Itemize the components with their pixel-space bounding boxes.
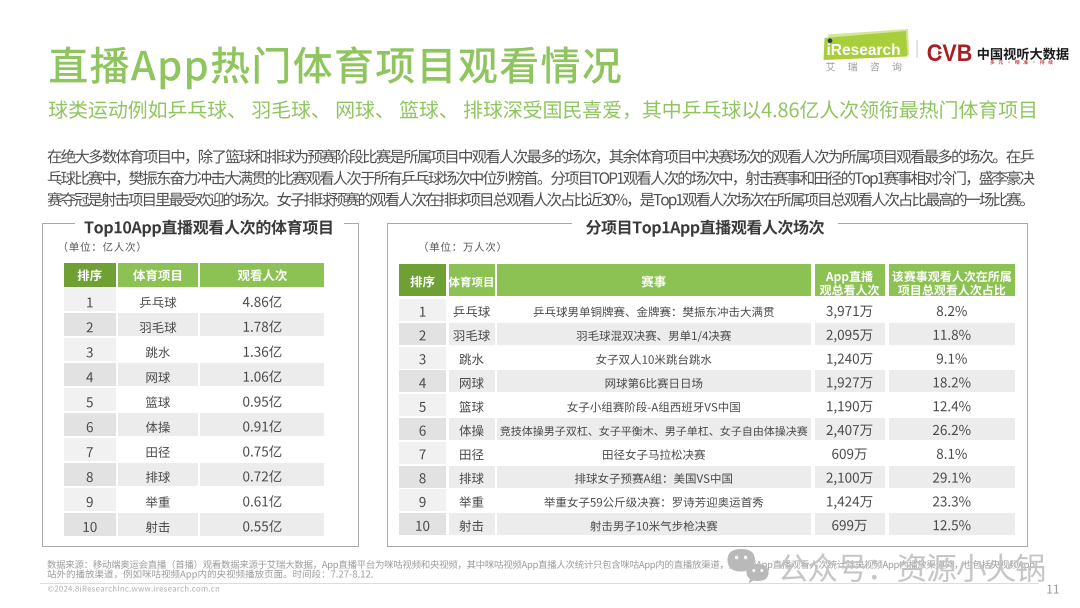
svg-text:iResearch: iResearch — [827, 42, 901, 59]
svg-text:CVB: CVB — [927, 40, 973, 67]
